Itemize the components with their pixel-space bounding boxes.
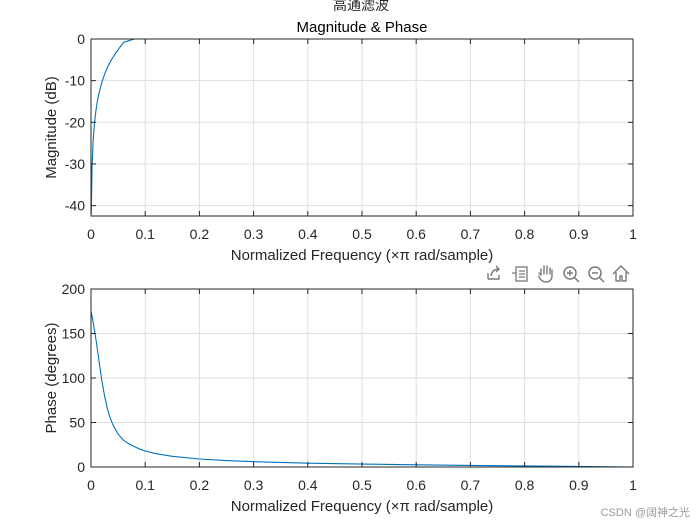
- phase-xtick-label-3: 0.3: [244, 477, 264, 493]
- magnitude-ytick-label-4: -40: [65, 198, 85, 214]
- phase-xtick-label-8: 0.8: [515, 477, 535, 493]
- phase-ytick-label-0: 0: [77, 459, 85, 475]
- phase-xtick-label-1: 0.1: [135, 477, 155, 493]
- export-icon[interactable]: [485, 265, 503, 283]
- zoom-out-icon[interactable]: [587, 265, 605, 283]
- phase-ytick-label-3: 150: [62, 326, 86, 342]
- phase-xtick-label-5: 0.5: [352, 477, 372, 493]
- phase-ytick-label-1: 50: [69, 415, 85, 431]
- figure-suptitle: 高通滤波: [333, 0, 389, 13]
- axes-toolbar: [485, 265, 630, 283]
- zoom-in-icon[interactable]: [562, 265, 580, 283]
- magnitude-ytick-label-0: 0: [77, 31, 85, 47]
- phase-ytick-label-2: 100: [62, 370, 86, 386]
- magnitude-xtick-label-8: 0.8: [515, 226, 535, 242]
- phase-x-axis-label: Normalized Frequency (×π rad/sample): [231, 498, 494, 515]
- magnitude-xtick-label-1: 0.1: [135, 226, 155, 242]
- phase-xtick-label-9: 0.9: [569, 477, 589, 493]
- phase-xtick-label-6: 0.6: [406, 477, 426, 493]
- magnitude-xtick-label-6: 0.6: [406, 226, 426, 242]
- magnitude-ytick-label-3: -30: [65, 156, 85, 172]
- phase-xtick-label-2: 0.2: [190, 477, 210, 493]
- phase-axes[interactable]: 0 0.1 0.2 0.3 0.4 0.5 0.6 0.7 0.8 0.9 1 0 50 100 150 20…: [43, 281, 637, 515]
- magnitude-xtick-label-4: 0.4: [298, 226, 318, 242]
- phase-xtick-label-7: 0.7: [461, 477, 481, 493]
- home-icon[interactable]: [612, 265, 630, 283]
- magnitude-chart-title: Magnitude & Phase: [297, 19, 428, 36]
- magnitude-xtick-label-7: 0.7: [461, 226, 481, 242]
- magnitude-xtick-label-2: 0.2: [190, 226, 210, 242]
- magnitude-xtick-label-3: 0.3: [244, 226, 264, 242]
- phase-y-axis-label: Phase (degrees): [43, 323, 60, 434]
- magnitude-ytick-label-2: -20: [65, 114, 85, 130]
- watermark: CSDN @阔神之光: [601, 505, 690, 519]
- magnitude-xtick-label-5: 0.5: [352, 226, 372, 242]
- data-tips-icon[interactable]: [512, 265, 530, 283]
- magnitude-xtick-label-10: 1: [629, 226, 637, 242]
- phase-ytick-label-4: 200: [62, 281, 86, 297]
- phase-xtick-label-0: 0: [87, 477, 95, 493]
- magnitude-y-axis-label: Magnitude (dB): [43, 76, 60, 179]
- magnitude-xtick-label-9: 0.9: [569, 226, 589, 242]
- magnitude-xtick-label-0: 0: [87, 226, 95, 242]
- phase-xtick-label-4: 0.4: [298, 477, 318, 493]
- magnitude-ytick-label-1: -10: [65, 73, 85, 89]
- phase-xtick-label-10: 1: [629, 477, 637, 493]
- phase-series-line: [90, 311, 634, 468]
- magnitude-axes[interactable]: 0 0.1 0.2 0.3 0.4 0.5 0.6 0.7 0.8 0.9 1 0 -10 -20 -30 -…: [43, 19, 637, 264]
- magnitude-x-axis-label: Normalized Frequency (×π rad/sample): [231, 247, 494, 264]
- pan-icon[interactable]: [537, 265, 555, 283]
